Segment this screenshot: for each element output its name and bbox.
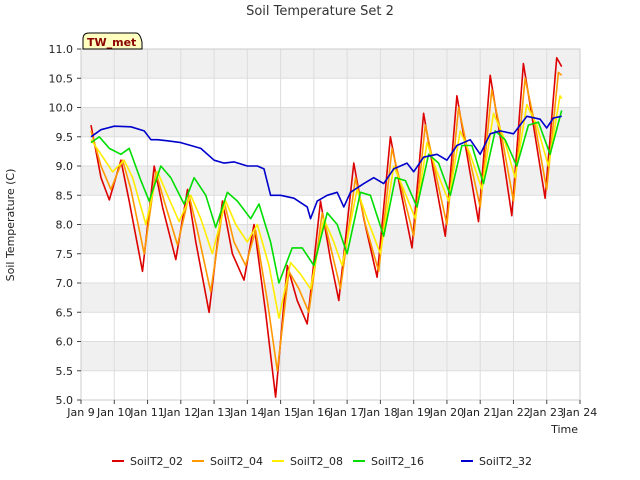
legend-label-soilt2_04: SoilT2_04	[210, 455, 263, 468]
y-tick-label: 5.5	[56, 365, 74, 378]
y-tick-label: 6.5	[56, 306, 74, 319]
y-tick-label: 8.0	[56, 219, 74, 232]
x-tick-label: Jan 18	[362, 406, 397, 419]
legend-label-soilt2_16: SoilT2_16	[371, 455, 424, 468]
legend-label-soilt2_32: SoilT2_32	[479, 455, 532, 468]
y-tick-label: 11.0	[49, 43, 74, 56]
station-badge: TW_met	[82, 32, 143, 50]
x-tick-label: Jan 15	[262, 406, 297, 419]
legend-label-soilt2_02: SoilT2_02	[130, 455, 183, 468]
x-tick-label: Jan 9	[66, 406, 94, 419]
plot-area	[80, 48, 581, 401]
grid-band	[81, 283, 580, 313]
x-tick-label: Jan 20	[429, 406, 464, 419]
legend-label-soilt2_08: SoilT2_08	[290, 455, 343, 468]
grid-band	[81, 341, 580, 371]
x-tick-label: Jan 12	[163, 406, 198, 419]
y-tick-label: 6.0	[56, 336, 74, 349]
series-line-soilt2_32	[90, 115, 562, 220]
y-tick-label: 8.5	[56, 189, 74, 202]
x-tick-label: Jan 17	[329, 406, 364, 419]
y-tick-label: 10.5	[49, 72, 74, 85]
series-line-soilt2_16	[90, 110, 563, 284]
y-tick-label: 10.0	[49, 102, 74, 115]
x-tick-label: Jan 11	[129, 406, 164, 419]
grid-band	[81, 49, 580, 79]
x-tick-label: Jan 13	[196, 406, 231, 419]
y-tick-label: 5.0	[56, 394, 74, 407]
x-tick-label: Jan 23	[529, 406, 564, 419]
y-axis-label: Soil Temperature (C)	[4, 169, 17, 282]
y-tick-label: 9.0	[56, 160, 74, 173]
y-tick-label: 7.0	[56, 277, 74, 290]
x-tick-label: Jan 22	[495, 406, 530, 419]
series-line-soilt2_02	[90, 57, 563, 398]
legend: SoilT2_02 SoilT2_04 SoilT2_08 SoilT2_16 Soil…	[112, 455, 532, 468]
y-axis: 5.0 5.5 6.0 6.5 7.0 7.5 8.0 8.5 9.0 9.5 10.0 10.5 11…	[49, 43, 81, 407]
station-badge-label: TW_met	[87, 36, 136, 49]
series-line-soilt2_08	[90, 95, 563, 319]
chart-title: Soil Temperature Set 2	[246, 4, 394, 19]
y-tick-label: 9.5	[56, 131, 74, 144]
x-tick-label: Jan 16	[296, 406, 331, 419]
x-tick-label: Jan 21	[462, 406, 497, 419]
x-tick-label: Jan 19	[395, 406, 430, 419]
x-tick-label: Jan 24	[562, 406, 597, 419]
series-line-soilt2_04	[90, 71, 563, 372]
x-tick-label: Jan 14	[229, 406, 264, 419]
y-tick-label: 7.5	[56, 248, 74, 261]
x-tick-label: Jan 10	[96, 406, 131, 419]
x-axis-label: Time	[550, 423, 578, 436]
